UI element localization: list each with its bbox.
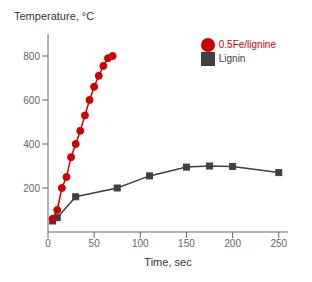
svg-text:50: 50 [89,238,101,249]
svg-text:600: 600 [23,95,40,106]
svg-text:250: 250 [270,238,287,249]
svg-text:200: 200 [224,238,241,249]
svg-text:800: 800 [23,51,40,62]
svg-text:Time, sec: Time, sec [144,256,192,268]
html-text:Temperature, °C: Temperature, °C [14,10,95,22]
html-text:Lignin: Lignin [218,52,246,64]
svg-text:150: 150 [178,238,195,249]
svg-text:0: 0 [45,238,51,249]
html-text:0.5Fe/lignine: 0.5Fe/lignine [218,38,276,50]
svg-text:200: 200 [23,183,40,194]
svg-text:400: 400 [23,139,40,150]
svg-text:100: 100 [132,238,149,249]
